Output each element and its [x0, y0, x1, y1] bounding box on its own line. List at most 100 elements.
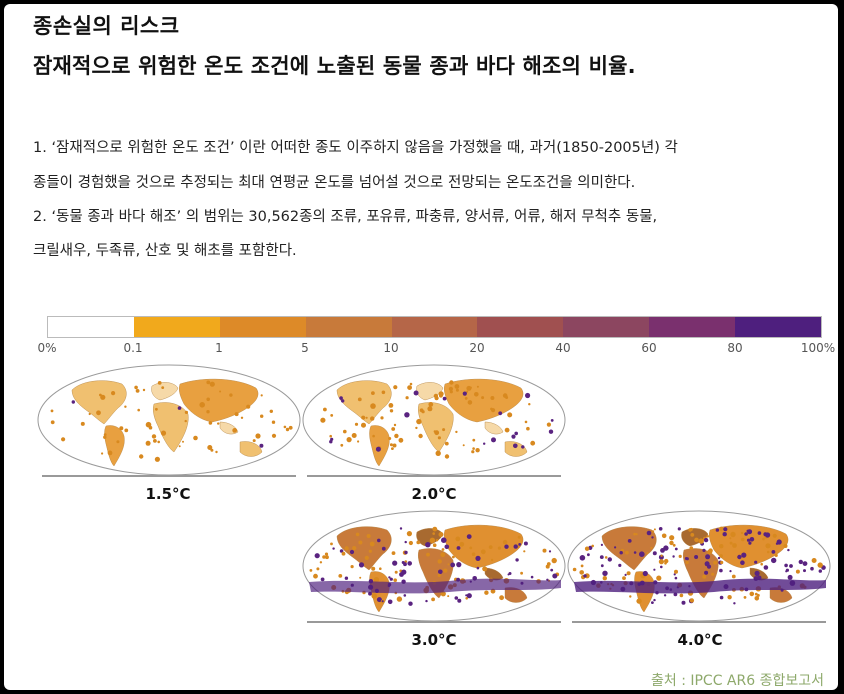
- exposure-speckle: [371, 566, 376, 571]
- exposure-speckle: [96, 410, 101, 416]
- exposure-speckle: [703, 537, 709, 543]
- exposure-speckle: [604, 556, 608, 559]
- exposure-speckle: [322, 555, 326, 559]
- exposure-speckle: [389, 577, 393, 581]
- exposure-speckle: [361, 415, 366, 420]
- exposure-speckle: [681, 600, 686, 605]
- exposure-speckle: [466, 534, 472, 539]
- exposure-speckle: [455, 430, 458, 434]
- exposure-speckle: [763, 565, 769, 570]
- exposure-speckle: [330, 542, 333, 546]
- exposure-speckle: [653, 528, 656, 531]
- exposure-speckle: [521, 445, 525, 449]
- legend-tick-0: 0%: [37, 341, 57, 355]
- exposure-speckle: [426, 552, 430, 557]
- exposure-speckle: [344, 576, 349, 580]
- exposure-speckle: [524, 420, 528, 424]
- exposure-speckle: [729, 541, 733, 545]
- exposure-speckle: [672, 543, 676, 547]
- exposure-speckle: [346, 437, 352, 443]
- exposure-speckle: [484, 590, 489, 595]
- exposure-speckle: [440, 552, 446, 558]
- exposure-speckle: [449, 380, 454, 385]
- exposure-speckle: [320, 417, 326, 423]
- exposure-speckle: [502, 539, 508, 545]
- exposure-speckle: [404, 540, 407, 544]
- exposure-speckle: [785, 568, 789, 572]
- exposure-speckle: [747, 529, 753, 535]
- exposure-speckle: [435, 450, 441, 456]
- exposure-speckle: [550, 419, 554, 422]
- exposure-speckle: [719, 526, 724, 531]
- exposure-speckle: [357, 440, 360, 443]
- exposure-speckle: [507, 412, 513, 418]
- exposure-speckle: [490, 407, 493, 411]
- exposure-speckle: [391, 447, 394, 450]
- exposure-speckle: [259, 443, 264, 448]
- exposure-speckle: [441, 537, 447, 543]
- legend-segment-6: [563, 317, 650, 337]
- tropical-exposure-band: [574, 578, 826, 594]
- exposure-speckle: [542, 548, 547, 553]
- world-map-2-0c: [299, 362, 569, 480]
- exposure-speckle: [316, 567, 320, 571]
- exposure-speckle: [624, 573, 627, 576]
- exposure-speckle: [323, 407, 327, 412]
- exposure-speckle: [689, 598, 695, 603]
- exposure-speckle: [407, 385, 412, 390]
- exposure-speckle: [309, 569, 313, 572]
- exposure-speckle: [685, 557, 689, 561]
- exposure-speckle: [403, 594, 407, 597]
- exposure-speckle: [271, 433, 277, 438]
- exposure-speckle: [393, 423, 397, 427]
- exposure-speckle: [810, 566, 814, 571]
- exposure-speckle: [650, 546, 653, 549]
- legend-segment-1: [133, 317, 220, 337]
- exposure-speckle: [526, 426, 530, 431]
- exposure-speckle: [447, 595, 450, 598]
- exposure-speckle: [720, 560, 724, 565]
- exposure-speckle: [462, 444, 465, 447]
- exposure-speckle: [407, 561, 412, 566]
- exposure-speckle: [135, 389, 140, 393]
- exposure-speckle: [313, 573, 318, 579]
- exposure-speckle: [642, 570, 648, 577]
- exposure-speckle: [408, 601, 413, 606]
- exposure-speckle: [505, 396, 509, 399]
- exposure-speckle: [177, 406, 182, 410]
- exposure-speckle: [438, 532, 444, 537]
- exposure-speckle: [548, 550, 552, 553]
- exposure-speckle: [656, 575, 662, 581]
- exposure-speckle: [754, 560, 758, 564]
- exposure-speckle: [690, 533, 695, 537]
- exposure-speckle: [530, 575, 534, 579]
- exposure-speckle: [685, 560, 689, 565]
- exposure-speckle: [377, 538, 381, 543]
- exposure-speckle: [619, 551, 623, 555]
- exposure-speckle: [442, 428, 446, 432]
- exposure-speckle: [704, 561, 710, 567]
- exposure-speckle: [491, 437, 496, 443]
- exposure-speckle: [663, 594, 667, 597]
- exposure-speckle: [771, 557, 777, 564]
- exposure-speckle: [729, 570, 732, 573]
- exposure-speckle: [633, 551, 637, 554]
- exposure-speckle: [416, 418, 422, 425]
- exposure-speckle: [530, 440, 536, 446]
- exposure-speckle: [401, 561, 405, 564]
- exposure-speckle: [548, 429, 554, 434]
- exposure-speckle: [802, 561, 808, 566]
- exposure-speckle: [513, 544, 518, 549]
- tropical-exposure-band: [309, 578, 561, 594]
- exposure-speckle: [380, 416, 384, 420]
- exposure-speckle: [341, 551, 346, 556]
- exposure-speckle: [344, 546, 349, 551]
- legend-tick-9: 100%: [800, 341, 836, 355]
- exposure-speckle: [661, 533, 667, 539]
- page-title: 종손실의 리스크: [33, 14, 180, 38]
- exposure-speckle: [672, 555, 675, 558]
- exposure-speckle: [388, 576, 391, 579]
- exposure-speckle: [749, 537, 755, 542]
- exposure-speckle: [50, 409, 54, 413]
- exposure-speckle: [394, 570, 398, 574]
